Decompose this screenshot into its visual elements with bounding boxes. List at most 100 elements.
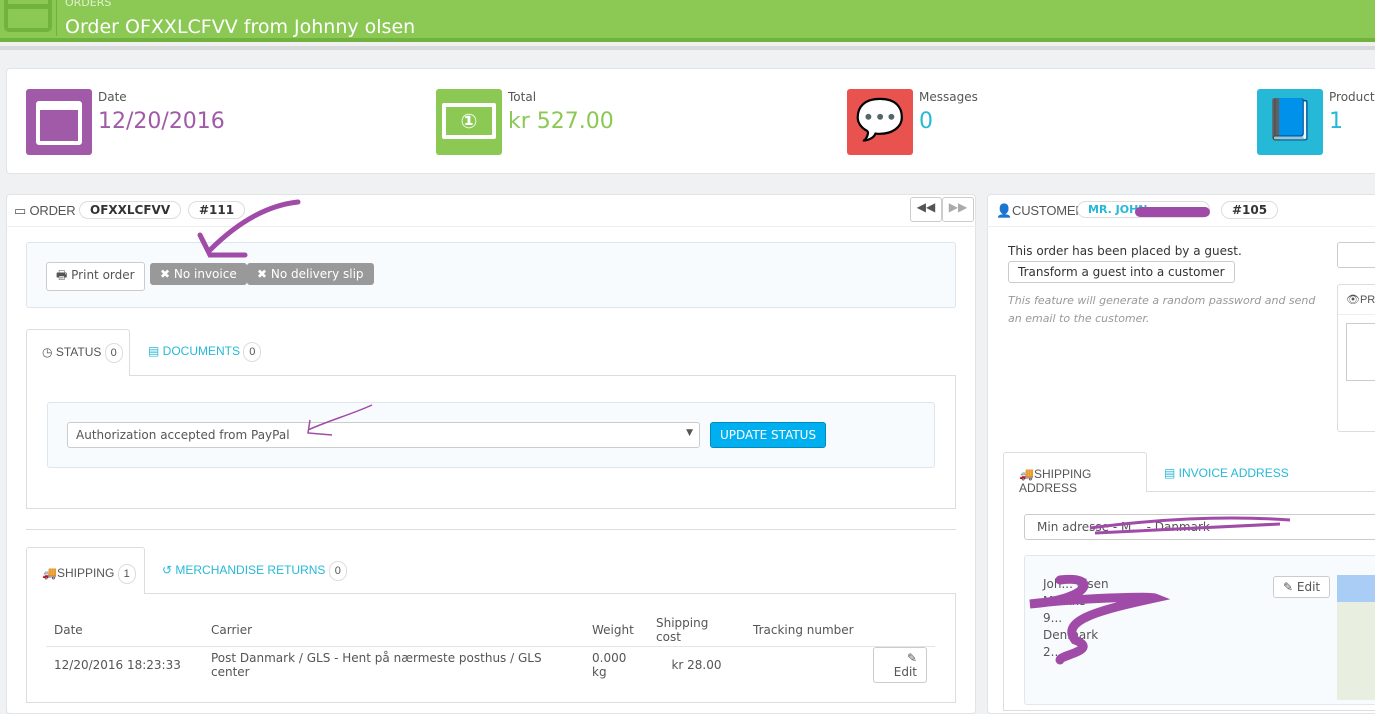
private-note-textarea[interactable] [1346, 323, 1375, 381]
tab-count: 0 [243, 342, 262, 362]
guest-notice: This order has been placed by a guest. [1008, 244, 1242, 258]
edit-address-button[interactable]: ✎ Edit [1273, 576, 1331, 598]
credit-card-icon: ▭ [14, 203, 30, 218]
status-tab-content [26, 375, 956, 509]
no-invoice-button[interactable]: ✖ No invoice [150, 263, 247, 285]
shipping-carrier: Post Danmark / GLS - Hent på nærmeste po… [203, 645, 584, 683]
tab-shipping-address[interactable]: 🚚SHIPPING ADDRESS [1003, 452, 1147, 495]
calendar-icon [26, 89, 92, 155]
eye-slash-icon: 👁 [1346, 294, 1360, 306]
kpi-value: 0 [919, 109, 933, 134]
tab-label: STATUS [55, 345, 102, 359]
table-row: 12/20/2016 18:23:33 Post Danmark / GLS -… [46, 645, 935, 683]
tab-label: SHIPPING [56, 566, 115, 580]
breadcrumb[interactable]: ORDERS [65, 0, 112, 9]
tab-label: MERCHANDISE RETURNS [175, 563, 326, 577]
order-status-select[interactable]: Authorization accepted from PayPal ▼ [67, 422, 700, 448]
print-order-button[interactable]: 🖶 Print order [46, 262, 145, 291]
next-order-button[interactable]: ▶▶ [942, 197, 974, 222]
kpi-label: Date [98, 90, 127, 104]
no-delivery-slip-button[interactable]: ✖ No delivery slip [247, 263, 374, 285]
tab-merchandise-returns[interactable]: ↺ MERCHANDISE RETURNS 0 [162, 561, 347, 581]
order-id-badge: #111 [188, 201, 246, 219]
customer-action-button[interactable] [1337, 242, 1375, 268]
kpi-label: Total [508, 90, 537, 104]
address-line: 9... [1043, 611, 1063, 625]
tab-status[interactable]: ◷ STATUS 0 [26, 329, 130, 376]
tab-count: 0 [104, 343, 123, 363]
pencil-icon: ✎ [1283, 580, 1297, 594]
truck-icon: 🚚 [1019, 467, 1034, 481]
kpi-value: 12/20/2016 [98, 109, 225, 134]
address-lines: Joh... olsen M...kke 9... Denmark 2... [1043, 576, 1109, 661]
previous-order-button[interactable]: ◀◀ [910, 197, 942, 222]
divider [6, 226, 976, 227]
order-heading: ▭ ORDER [14, 203, 76, 219]
help-text: This feature will generate a random pass… [1008, 294, 1316, 325]
edit-shipping-button[interactable]: ✎ Edit [873, 646, 927, 683]
address-line: 2... [1043, 645, 1063, 659]
transform-guest-button[interactable]: Transform a guest into a customer [1008, 261, 1235, 283]
column-header: Tracking number [753, 622, 854, 637]
kpi-value: 1 [1329, 109, 1343, 134]
clock-icon: ◷ [42, 345, 56, 359]
page-title: Order OFXXLCFVV from Johnny olsen [65, 16, 416, 38]
divider [987, 226, 1375, 227]
tab-documents[interactable]: ▤ DOCUMENTS 0 [148, 342, 262, 362]
close-icon: ✖ [257, 267, 271, 281]
truck-icon: 🚚 [42, 566, 57, 580]
column-header: Carrier [211, 622, 253, 637]
divider [0, 46, 1375, 50]
update-status-button[interactable]: UPDATE STATUS [710, 422, 827, 448]
order-status-value: Authorization accepted from PayPal [76, 428, 290, 442]
address-line: Denmark [1043, 628, 1099, 642]
shipping-table: Date Carrier Weight Shipping cost Tracki… [46, 614, 935, 683]
no-delivery-label: No delivery slip [270, 267, 364, 281]
page-header [0, 0, 1375, 42]
edit-label: Edit [893, 664, 917, 679]
book-icon: 📘 [1257, 89, 1323, 155]
file-icon: ▤ [1164, 466, 1179, 480]
tab-label: SHIPPING ADDRESS [1019, 467, 1092, 495]
tab-count: 0 [328, 561, 347, 581]
comments-icon: 💬 [847, 89, 913, 155]
customer-name-link[interactable]: MR. JOHN [1077, 201, 1210, 218]
print-icon: 🖶 [56, 268, 72, 282]
kpi-label: Messages [919, 90, 978, 104]
file-icon: ▤ [148, 344, 163, 358]
orders-icon [4, 0, 52, 32]
tab-invoice-address[interactable]: ▤ INVOICE ADDRESS [1164, 466, 1289, 480]
edit-label: Edit [1296, 580, 1321, 594]
kpi-label: Products [1329, 90, 1375, 104]
undo-icon: ↺ [162, 563, 176, 577]
tab-label: INVOICE ADDRESS [1178, 466, 1289, 480]
customer-id-badge: #105 [1221, 201, 1279, 219]
shipping-weight: 0.000 kg [584, 645, 648, 683]
private-note-heading: PR [1359, 294, 1375, 306]
divider [26, 529, 956, 530]
kpi-bar [6, 68, 1375, 174]
customer-heading-label: CUSTOMER [1012, 203, 1085, 218]
no-invoice-label: No invoice [173, 267, 237, 281]
divider [56, 0, 57, 36]
shipping-cost: kr 28.00 [648, 645, 745, 683]
address-map[interactable] [1337, 575, 1375, 700]
address-line: M...kke [1043, 594, 1086, 608]
tab-label: DOCUMENTS [162, 344, 241, 358]
money-icon: ① [436, 89, 502, 155]
address-select[interactable]: Min adresse - M... - Danmark [1024, 514, 1375, 540]
tab-shipping[interactable]: 🚚SHIPPING 1 [26, 547, 145, 594]
column-header: Date [54, 622, 83, 637]
table-header: Date Carrier Weight Shipping cost Tracki… [46, 614, 935, 646]
address-line: Joh... olsen [1043, 577, 1109, 591]
tab-count: 1 [117, 564, 136, 584]
tracking-number [745, 645, 865, 683]
kpi-value: kr 527.00 [508, 109, 614, 134]
close-icon: ✖ [160, 267, 174, 281]
column-header: Shipping cost [656, 615, 709, 644]
private-note-panel: 👁PR [1337, 284, 1375, 432]
shipping-date: 12/20/2016 18:23:33 [46, 645, 203, 683]
customer-heading: 👤CUSTOMER [996, 203, 1085, 219]
order-reference-badge: OFXXLCFVV [79, 201, 182, 219]
user-icon: 👤 [996, 203, 1012, 218]
